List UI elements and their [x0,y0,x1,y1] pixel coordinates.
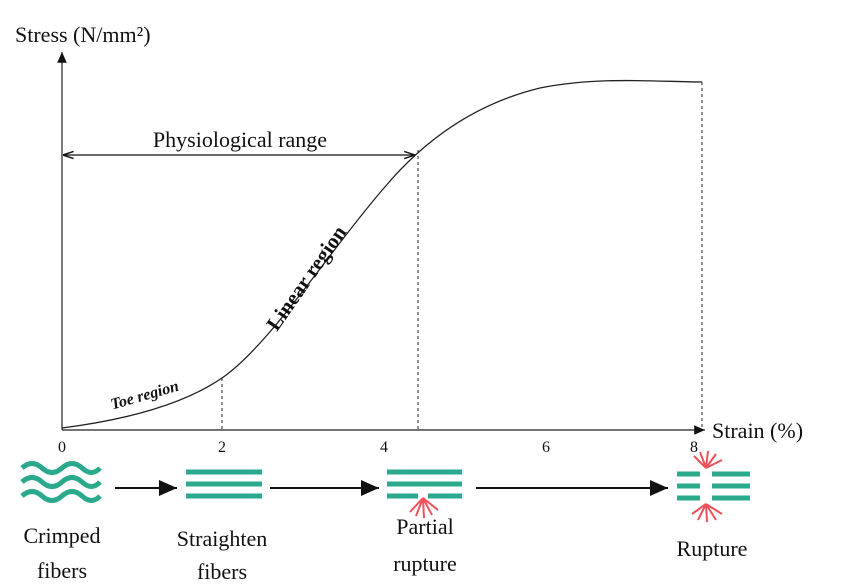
linear-region-label: Linear region [261,221,351,335]
partial-rupture-fibers [387,472,462,496]
crimped-fibers [22,464,100,501]
stage-label: rupture [393,551,457,576]
stage-label: Rupture [677,536,748,561]
stage-label: Crimped [24,523,101,548]
stage-label: Partial [396,514,453,539]
stress-strain-diagram: Stress (N/mm²) Strain (%) 0 2 4 6 8 Phys… [0,0,857,584]
stage-label: fibers [197,559,247,584]
stage-label: fibers [37,558,87,583]
rupture-fibers [677,474,750,498]
straight-fibers [186,472,262,496]
x-tick-label: 4 [380,439,388,456]
y-axis-label: Stress (N/mm²) [15,22,151,47]
x-tick-label: 2 [218,439,226,456]
stage-label: Straighten [177,526,267,551]
x-tick-label: 8 [690,439,698,456]
x-tick-label: 0 [58,439,66,456]
toe-region-label: Toe region [109,378,181,414]
fiber-icons [22,451,750,522]
x-axis-label: Strain (%) [712,418,803,443]
x-tick-label: 6 [542,439,550,456]
range-label: Physiological range [153,127,327,152]
